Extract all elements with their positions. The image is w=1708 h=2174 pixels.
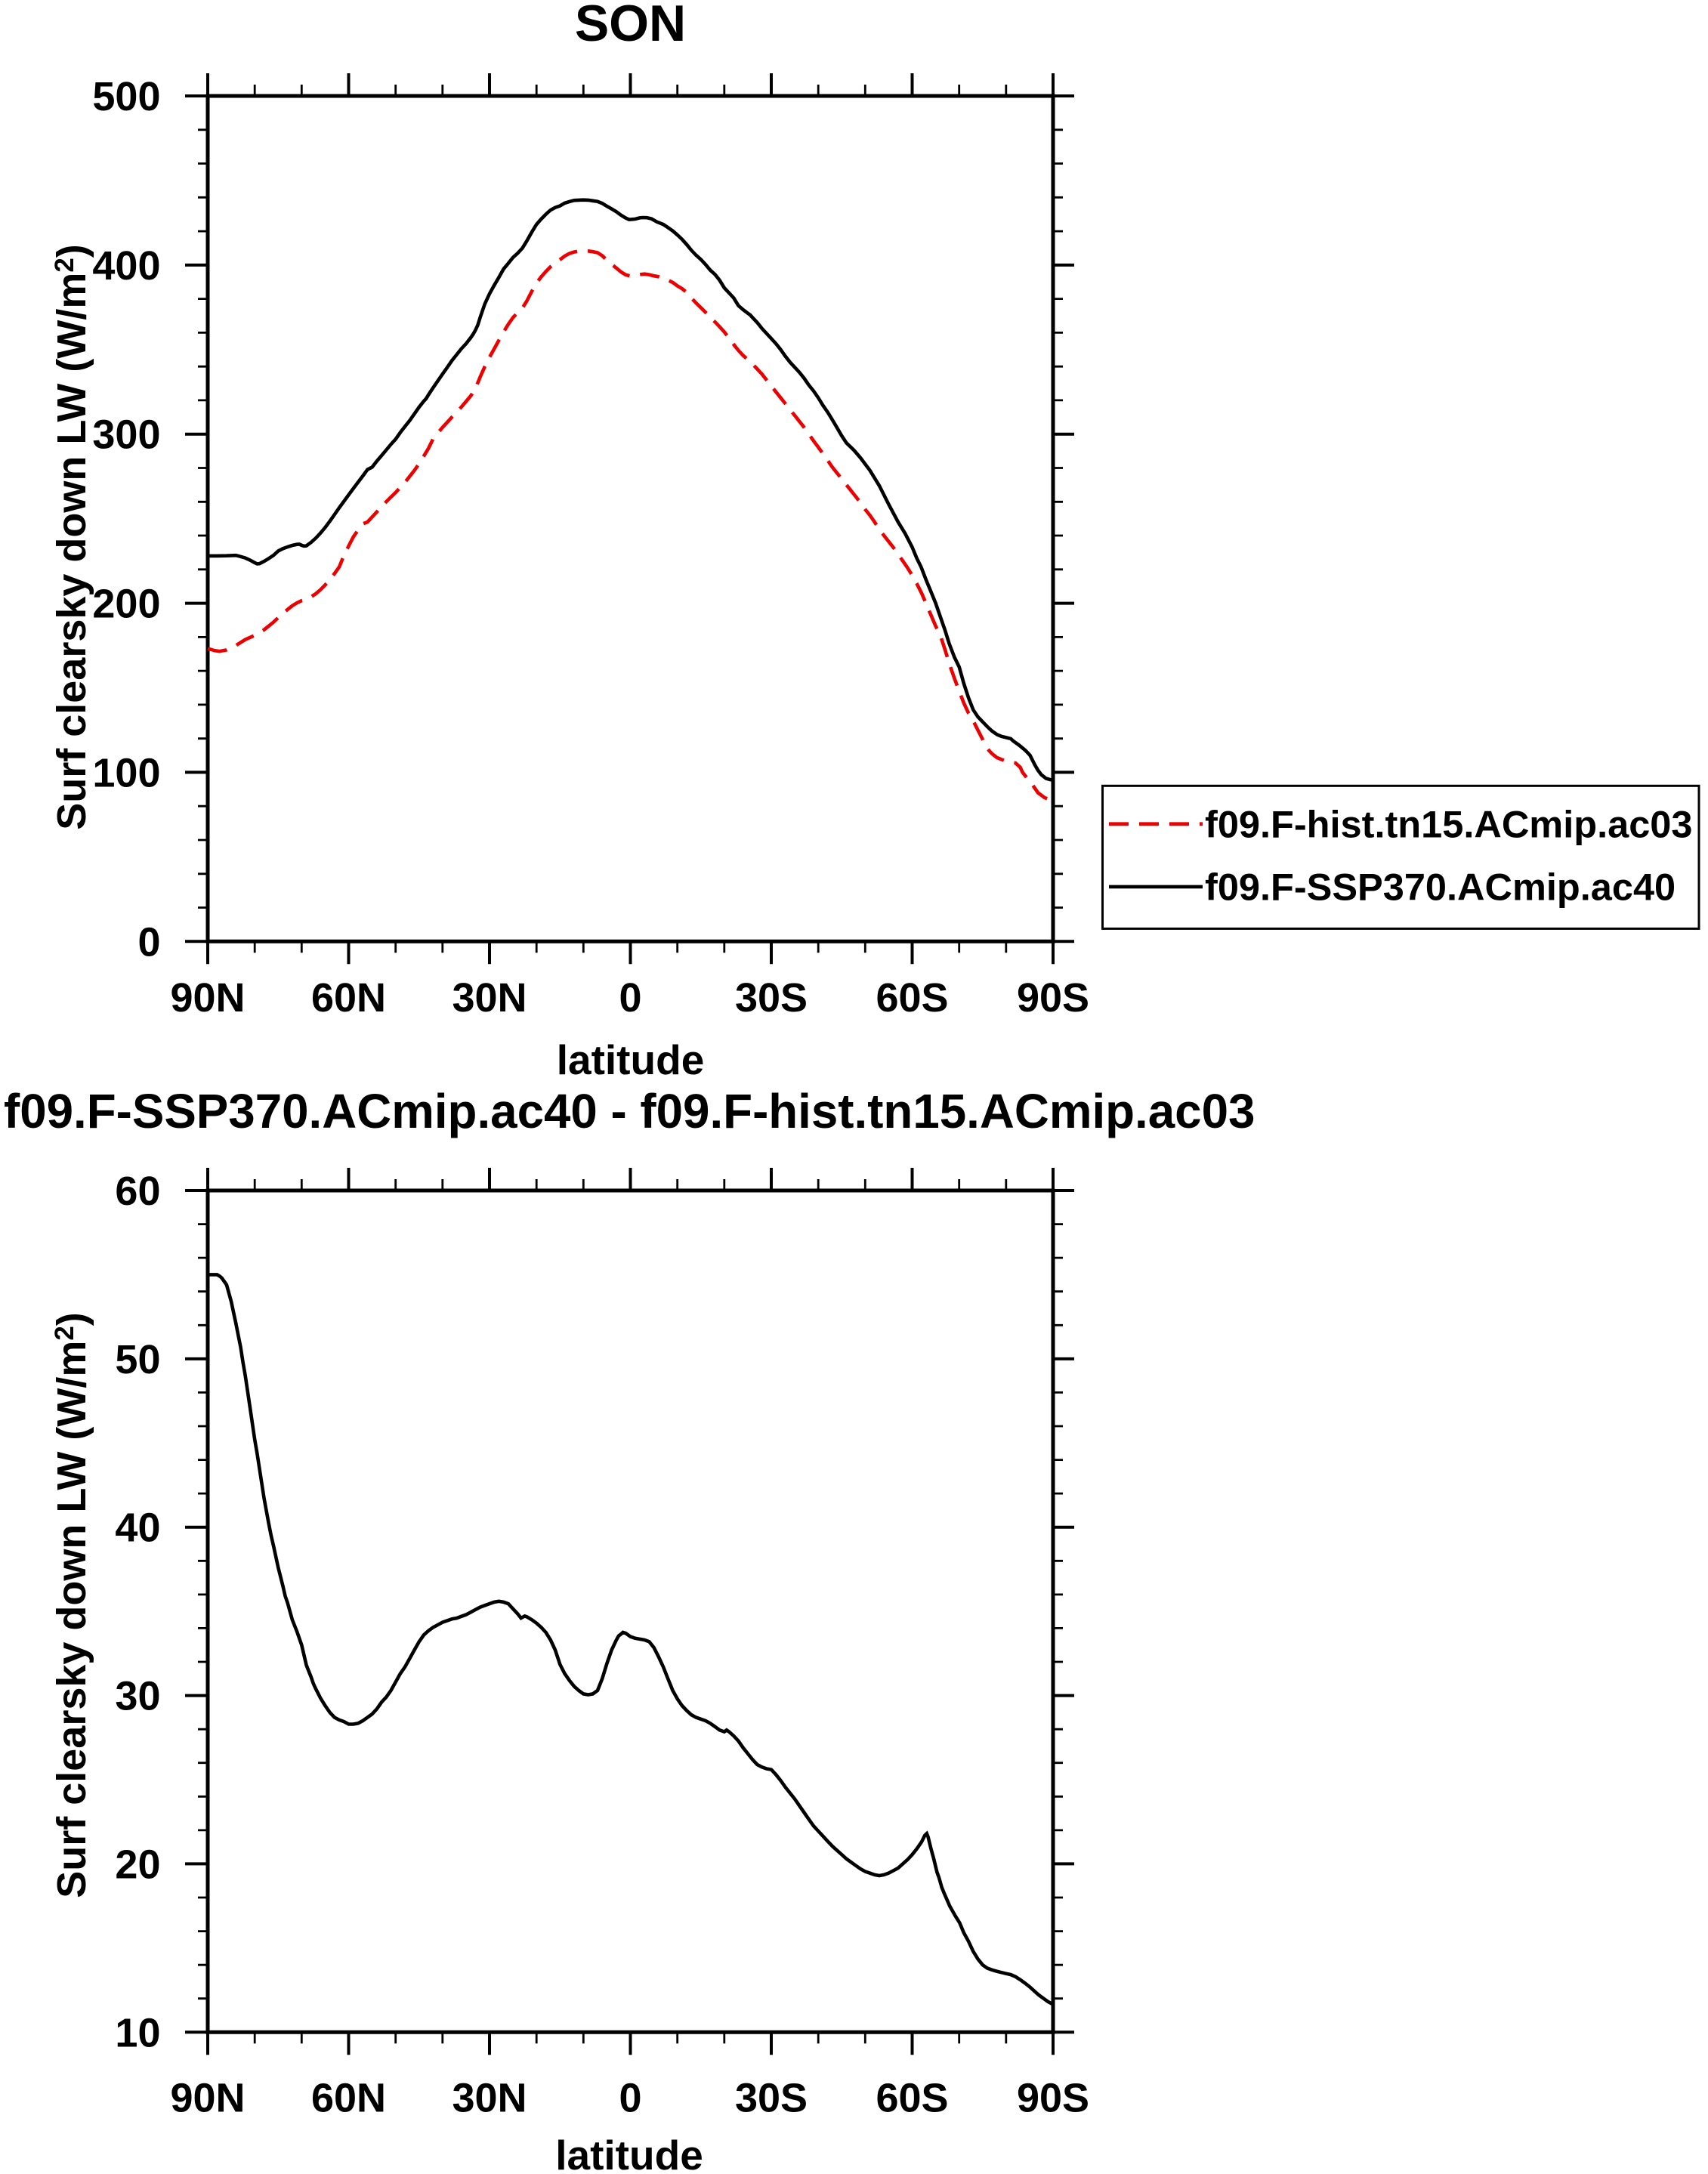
svg-text:30N: 30N (452, 2076, 527, 2121)
svg-text:0: 0 (619, 2076, 641, 2121)
svg-text:90S: 90S (1017, 975, 1089, 1021)
svg-text:Surf clearsky down LW (W/m2): Surf clearsky down LW (W/m2) (49, 244, 94, 830)
svg-text:0: 0 (619, 975, 641, 1021)
svg-text:100: 100 (92, 750, 160, 795)
svg-text:20: 20 (115, 1842, 160, 1887)
svg-text:latitude: latitude (555, 2132, 703, 2174)
svg-text:50: 50 (115, 1337, 160, 1382)
svg-text:200: 200 (92, 582, 160, 627)
svg-text:60N: 60N (311, 975, 386, 1021)
svg-text:60S: 60S (876, 975, 948, 1021)
svg-text:f09.F-hist.tn15.ACmip.ac03: f09.F-hist.tn15.ACmip.ac03 (1205, 803, 1692, 846)
svg-text:60S: 60S (876, 2076, 948, 2121)
svg-text:latitude: latitude (557, 1036, 705, 1083)
svg-text:30N: 30N (452, 975, 527, 1021)
svg-text:30S: 30S (735, 2076, 808, 2121)
svg-text:40: 40 (115, 1505, 160, 1551)
svg-text:10: 10 (115, 2010, 160, 2055)
svg-text:0: 0 (137, 919, 160, 965)
svg-text:SON: SON (575, 0, 686, 52)
svg-text:30S: 30S (735, 975, 808, 1021)
svg-text:90N: 90N (170, 2076, 245, 2121)
svg-text:Surf clearsky down LW (W/m2): Surf clearsky down LW (W/m2) (49, 1312, 94, 1898)
svg-text:300: 300 (92, 412, 160, 458)
svg-text:500: 500 (92, 74, 160, 119)
svg-text:f09.F-SSP370.ACmip.ac40 - f09.: f09.F-SSP370.ACmip.ac40 - f09.F-hist.tn1… (4, 1085, 1255, 1138)
svg-text:f09.F-SSP370.ACmip.ac40: f09.F-SSP370.ACmip.ac40 (1205, 866, 1676, 909)
svg-text:90S: 90S (1017, 2076, 1089, 2121)
svg-text:60: 60 (115, 1169, 160, 1214)
svg-text:30: 30 (115, 1674, 160, 1719)
svg-text:60N: 60N (311, 2076, 386, 2121)
svg-text:400: 400 (92, 243, 160, 289)
svg-text:90N: 90N (170, 975, 245, 1021)
